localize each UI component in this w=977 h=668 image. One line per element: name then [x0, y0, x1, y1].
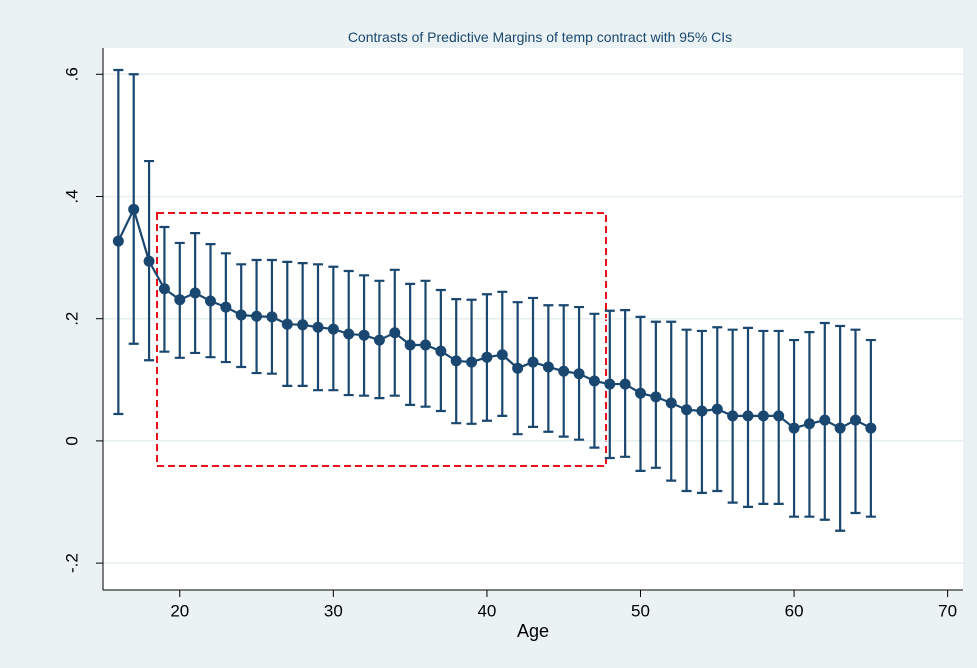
x-tick-label: 60 [785, 601, 804, 620]
point [496, 349, 508, 361]
point [527, 356, 539, 368]
point [604, 378, 616, 390]
point [834, 422, 846, 434]
point [205, 295, 216, 307]
point [727, 410, 739, 422]
x-tick-label: 30 [324, 601, 343, 620]
point [235, 309, 247, 321]
point [312, 321, 324, 333]
point [542, 361, 554, 373]
point [373, 334, 385, 346]
point [327, 323, 339, 335]
point [358, 329, 370, 341]
point [266, 311, 278, 323]
point [558, 365, 570, 377]
point [158, 283, 170, 295]
point [389, 327, 401, 339]
y-tick-label: -.2 [62, 553, 81, 573]
point [696, 405, 708, 417]
point [850, 414, 861, 426]
point [711, 403, 723, 415]
point [112, 235, 124, 247]
y-tick-label: .6 [62, 67, 81, 81]
point [512, 362, 524, 374]
point [665, 397, 677, 409]
chart-title: Contrasts of Predictive Margins of temp … [348, 29, 732, 45]
point [128, 203, 140, 215]
point [343, 328, 355, 340]
point [420, 339, 431, 351]
point [297, 319, 309, 331]
x-tick-label: 50 [631, 601, 650, 620]
point [435, 345, 447, 357]
point [220, 301, 232, 313]
x-tick-label: 70 [938, 601, 957, 620]
point [481, 351, 493, 363]
point [788, 422, 800, 434]
point [588, 375, 600, 387]
x-tick-label: 40 [477, 601, 496, 620]
point [281, 318, 293, 330]
x-axis-title: Age [517, 621, 549, 641]
point [803, 418, 815, 430]
point [174, 294, 186, 306]
point [189, 287, 201, 299]
point [773, 410, 785, 422]
point [819, 414, 831, 426]
highlight-box [156, 212, 607, 467]
x-tick-label: 20 [170, 601, 189, 620]
y-tick-label: .4 [62, 189, 81, 203]
point [681, 404, 693, 416]
point [619, 378, 631, 390]
point [635, 387, 646, 399]
point [466, 356, 478, 368]
point [865, 422, 877, 434]
point [742, 410, 754, 422]
point [650, 391, 662, 403]
point [450, 355, 462, 367]
point [251, 310, 263, 322]
point [143, 255, 155, 267]
point [573, 368, 585, 380]
point [404, 339, 416, 351]
point [757, 410, 769, 422]
y-tick-label: 0 [62, 436, 81, 445]
y-tick-label: .2 [62, 312, 81, 326]
